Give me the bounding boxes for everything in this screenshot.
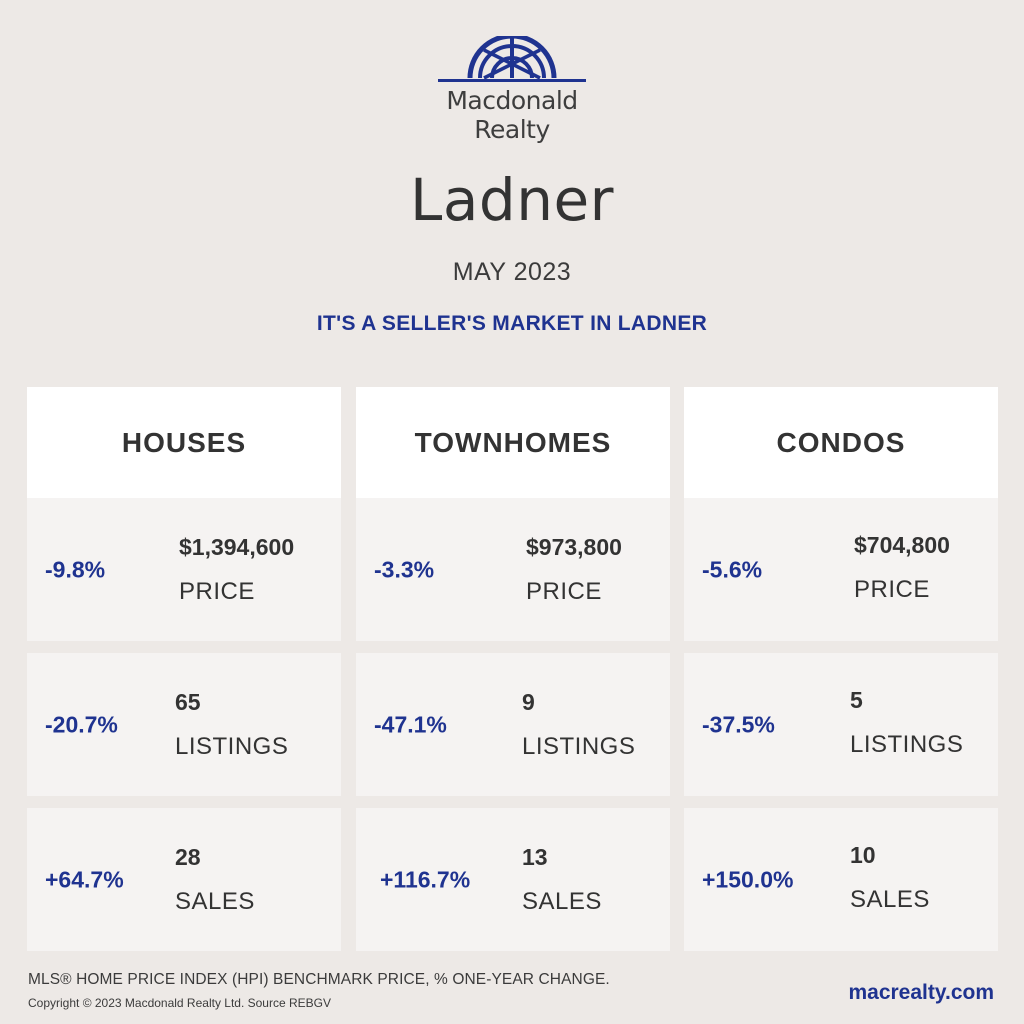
city-title: Ladner: [410, 166, 614, 234]
column-condos: CONDOS -5.6% $704,800 PRICE -37.5% 5 LIS…: [684, 387, 998, 951]
stat-label: SALES: [175, 888, 255, 915]
website-link[interactable]: macrealty.com: [848, 981, 994, 1004]
stat-value: 10: [850, 842, 876, 868]
stat-cell-sales: +64.7% 28 SALES: [27, 808, 341, 951]
stat-cell-listings: -47.1% 9 LISTINGS: [356, 653, 670, 796]
stat-change: +150.0%: [702, 866, 794, 892]
column-title: CONDOS: [684, 387, 998, 498]
stat-label: LISTINGS: [522, 733, 636, 760]
report-month: MAY 2023: [452, 258, 572, 286]
stat-label: LISTINGS: [850, 731, 964, 758]
stat-change: -5.6%: [702, 556, 763, 582]
compass-rose-icon: [438, 36, 586, 82]
stat-label: SALES: [850, 886, 930, 913]
stat-change: -9.8%: [45, 556, 106, 582]
stat-value: 65: [175, 689, 201, 715]
stat-cell-listings: -20.7% 65 LISTINGS: [27, 653, 341, 796]
stat-value: $1,394,600: [179, 534, 295, 560]
column-title: TOWNHOMES: [356, 387, 670, 498]
column-title: HOUSES: [27, 387, 341, 498]
stat-label: PRICE: [526, 578, 602, 605]
market-tagline: IT'S A SELLER'S MARKET IN LADNER: [316, 312, 708, 335]
stat-change: -37.5%: [702, 711, 775, 737]
stat-cell-price: -5.6% $704,800 PRICE: [684, 498, 998, 641]
column-houses: HOUSES -9.8% $1,394,600 PRICE -20.7% 65 …: [27, 387, 341, 951]
stat-cell-price: -9.8% $1,394,600 PRICE: [27, 498, 341, 641]
stat-change: -3.3%: [374, 556, 435, 582]
stat-change: -47.1%: [374, 711, 447, 737]
stat-value: 9: [522, 689, 535, 715]
stat-value: 28: [175, 844, 201, 870]
stat-cell-sales: +150.0% 10 SALES: [684, 808, 998, 951]
copyright: Copyright © 2023 Macdonald Realty Ltd. S…: [28, 996, 331, 1010]
stat-change: +116.7%: [380, 866, 471, 892]
brand-name-line2: Realty: [474, 115, 550, 144]
stat-cell-sales: +116.7% 13 SALES: [356, 808, 670, 951]
footnote: MLS® HOME PRICE INDEX (HPI) BENCHMARK PR…: [28, 971, 610, 988]
stat-label: PRICE: [854, 576, 930, 603]
stat-label: LISTINGS: [175, 733, 289, 760]
stat-value: 13: [522, 844, 548, 870]
stat-cell-listings: -37.5% 5 LISTINGS: [684, 653, 998, 796]
stat-change: +64.7%: [45, 866, 124, 892]
column-townhomes: TOWNHOMES -3.3% $973,800 PRICE -47.1% 9 …: [356, 387, 670, 951]
stat-cell-price: -3.3% $973,800 PRICE: [356, 498, 670, 641]
brand-name-line1: Macdonald: [446, 86, 578, 115]
stat-change: -20.7%: [45, 711, 118, 737]
brand-logo: Macdonald Realty: [0, 36, 1024, 144]
stat-label: PRICE: [179, 578, 255, 605]
stat-label: SALES: [522, 888, 602, 915]
stat-value: 5: [850, 687, 863, 713]
stat-value: $973,800: [526, 534, 622, 560]
stat-value: $704,800: [854, 532, 950, 558]
